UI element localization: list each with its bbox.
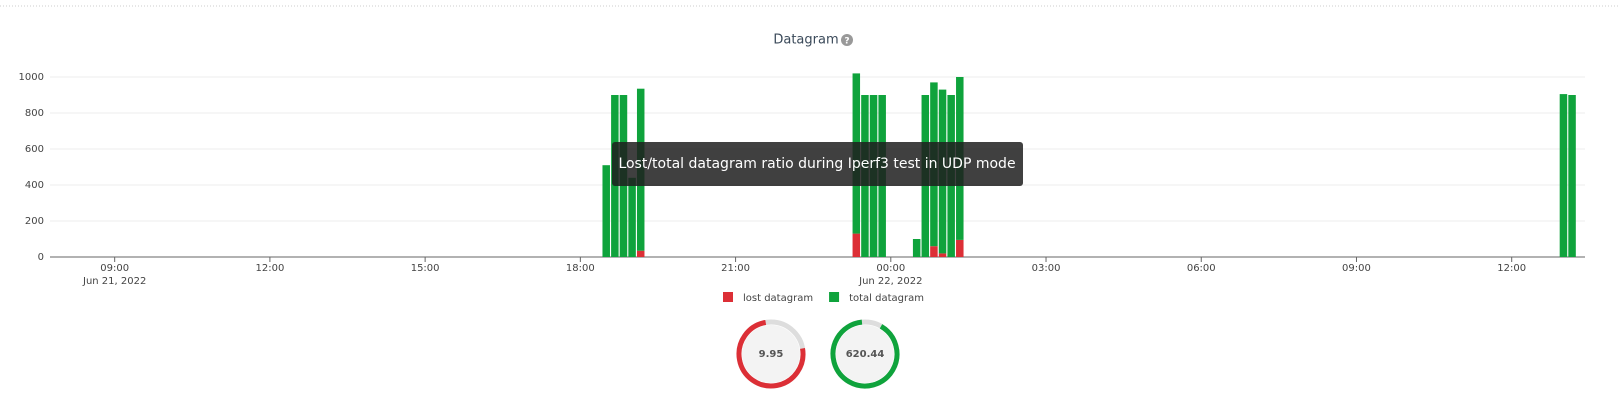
y-tick-label: 0	[38, 252, 44, 263]
legend-swatch	[829, 292, 840, 302]
y-tick-label: 600	[25, 144, 44, 155]
x-tick-label: 00:00 Jun 22, 2022	[858, 263, 922, 287]
bar-segment	[628, 177, 636, 257]
bar-segment	[912, 239, 921, 257]
gauge-bg	[836, 325, 894, 383]
gauge-bg	[742, 325, 800, 383]
tooltip-box	[612, 142, 1023, 186]
y-tick-label: 400	[25, 180, 44, 191]
x-tick-label: 18:00	[566, 263, 595, 274]
legend-swatch	[723, 292, 733, 302]
bar-segment	[1568, 95, 1576, 257]
x-tick-label: 12:00	[255, 263, 284, 274]
x-tick-label: 09:00	[1342, 263, 1371, 274]
gauge-arc	[830, 319, 900, 389]
legend-label: total datagram	[849, 293, 924, 304]
gauge-value: 620.44	[846, 349, 885, 360]
x-tick-label: 12:00	[1497, 263, 1526, 274]
y-tick-label: 200	[25, 216, 44, 227]
x-tick-label: 15:00	[411, 263, 440, 274]
svg-text:?: ?	[844, 37, 849, 47]
bar-segment	[1559, 94, 1568, 257]
bar-segment	[938, 253, 947, 257]
bar-segment	[602, 165, 610, 257]
gauge-arc	[736, 319, 806, 389]
y-tick-label: 800	[25, 108, 44, 119]
bar-segment	[636, 250, 645, 257]
x-tick-label: 09:00 Jun 21, 2022	[82, 263, 146, 287]
x-tick-label: 21:00	[721, 263, 750, 274]
bar-segment	[956, 239, 964, 257]
y-tick-label: 1000	[19, 72, 44, 83]
help-icon[interactable]: ?	[841, 34, 853, 47]
gauge-value: 9.95	[759, 349, 784, 360]
tooltip-text: Lost/total datagram ratio during Iperf3 …	[618, 156, 1015, 172]
x-tick-label: 06:00	[1187, 263, 1216, 274]
x-tick-label: 03:00	[1032, 263, 1061, 274]
bar-segment	[930, 246, 938, 257]
chart-title: Datagram	[773, 33, 838, 48]
bar-segment	[852, 233, 861, 257]
legend-label: lost datagram	[743, 293, 813, 304]
